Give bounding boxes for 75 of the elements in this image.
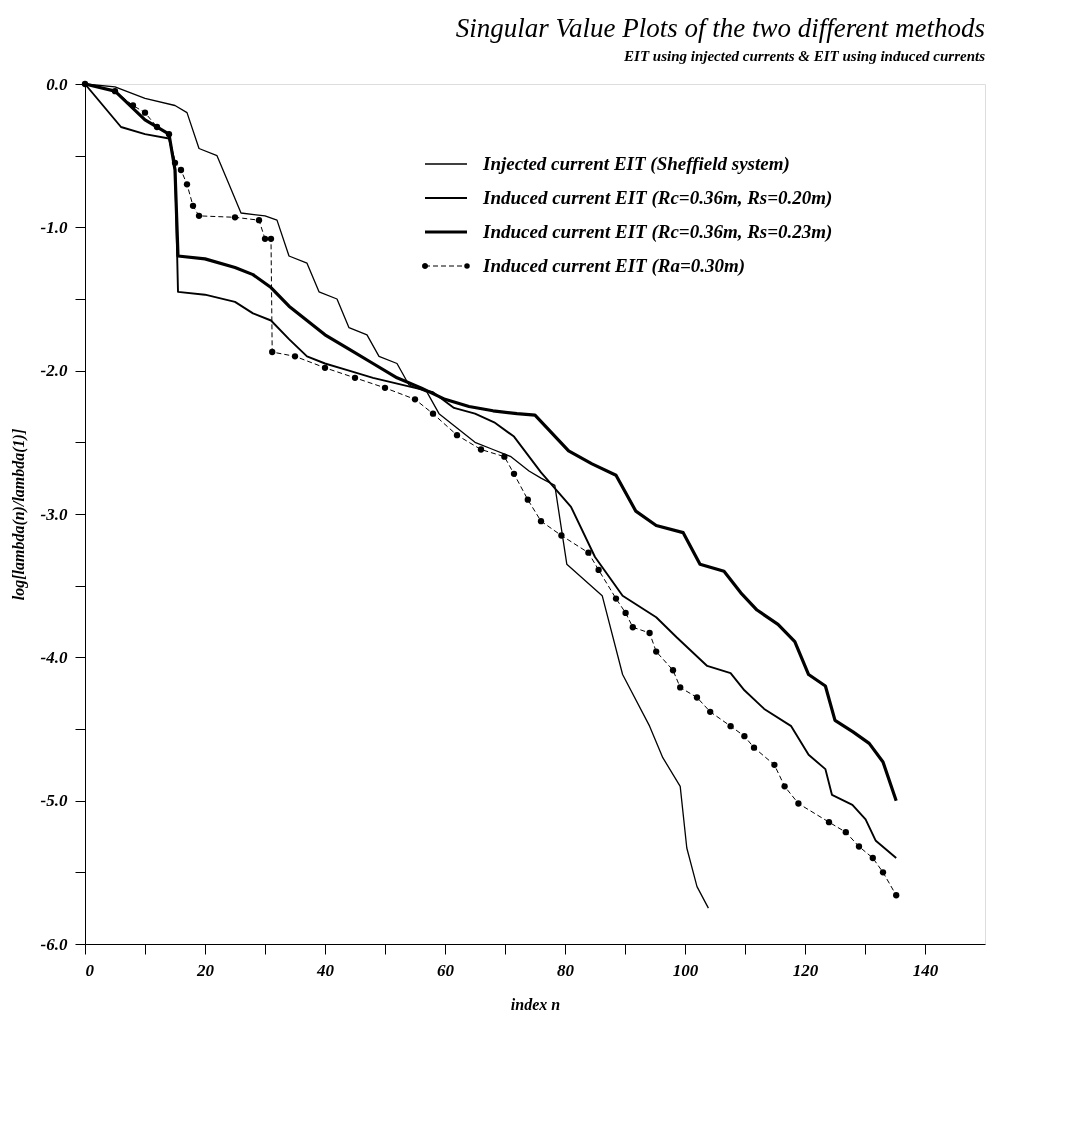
- point: [669, 667, 677, 674]
- point: [429, 410, 437, 417]
- point: [750, 744, 758, 751]
- legend-label: Induced current EIT (Rc=0.36m, Rs=0.23m): [482, 221, 833, 243]
- point: [879, 869, 887, 876]
- point: [653, 648, 660, 655]
- point: [524, 496, 531, 503]
- point: [646, 629, 653, 637]
- y-tick-label: -1.0: [40, 217, 68, 237]
- point: [855, 843, 863, 850]
- point: [893, 892, 900, 899]
- point: [629, 624, 636, 631]
- point: [255, 217, 263, 224]
- point: [381, 384, 389, 392]
- point: [727, 722, 734, 730]
- point: [537, 518, 545, 525]
- chart-subtitle: EIT using injected currents & EIT using induced currents: [623, 48, 986, 64]
- y-tick-label: -3.0: [40, 504, 68, 524]
- point: [269, 348, 276, 356]
- point: [595, 566, 602, 574]
- point: [825, 819, 833, 826]
- point: [141, 109, 149, 116]
- point: [261, 235, 269, 242]
- y-tick-label: 0.0: [46, 74, 68, 94]
- legend-label: Induced current EIT (Rc=0.36m, Rs=0.20m): [482, 187, 833, 209]
- point: [771, 761, 778, 768]
- point: [183, 181, 191, 188]
- point: [351, 374, 359, 381]
- point: [231, 214, 239, 221]
- y-tick-label: -2.0: [40, 361, 68, 381]
- point: [622, 609, 629, 617]
- chart-title: Singular Value Plots of the two different methods: [455, 13, 985, 43]
- point: [453, 432, 461, 439]
- y-tick-label: -5.0: [40, 791, 68, 811]
- point: [781, 783, 788, 790]
- x-tick-label: 100: [672, 960, 699, 980]
- point: [111, 88, 119, 95]
- x-tick-label: 0: [85, 960, 95, 980]
- point: [741, 733, 748, 740]
- point: [477, 446, 485, 453]
- point: [177, 166, 185, 174]
- y-tick-label: -4.0: [40, 647, 68, 667]
- point: [869, 854, 876, 862]
- x-tick-label: 40: [316, 960, 335, 980]
- point: [195, 212, 203, 220]
- y-tick-label: -6.0: [40, 934, 68, 954]
- point: [795, 800, 802, 807]
- x-tick-label: 140: [912, 960, 939, 980]
- x-tick-label: 20: [196, 960, 215, 980]
- point: [267, 235, 275, 242]
- point: [321, 364, 329, 371]
- point: [707, 708, 714, 715]
- point: [129, 102, 137, 109]
- y-axis-title: log[lambda(n)/lambda(1)]: [9, 428, 28, 601]
- legend-label: Injected current EIT (Sheffield system): [482, 153, 790, 175]
- point: [189, 202, 197, 209]
- point: [411, 396, 419, 403]
- point: [501, 453, 508, 460]
- point: [677, 684, 684, 691]
- point: [165, 131, 173, 138]
- point: [842, 829, 849, 836]
- legend-label: Induced current EIT (Ra=0.30m): [482, 255, 746, 277]
- x-tick-label: 80: [557, 960, 575, 980]
- point: [171, 159, 179, 166]
- point: [612, 595, 620, 602]
- point: [153, 123, 161, 131]
- point: [558, 532, 565, 539]
- x-axis-title: index n: [510, 995, 561, 1013]
- x-tick-label: 120: [792, 960, 819, 980]
- point: [81, 80, 89, 88]
- point: [693, 694, 701, 701]
- point: [291, 353, 299, 360]
- point: [585, 549, 592, 556]
- x-tick-label: 60: [437, 960, 455, 980]
- point: [510, 470, 518, 478]
